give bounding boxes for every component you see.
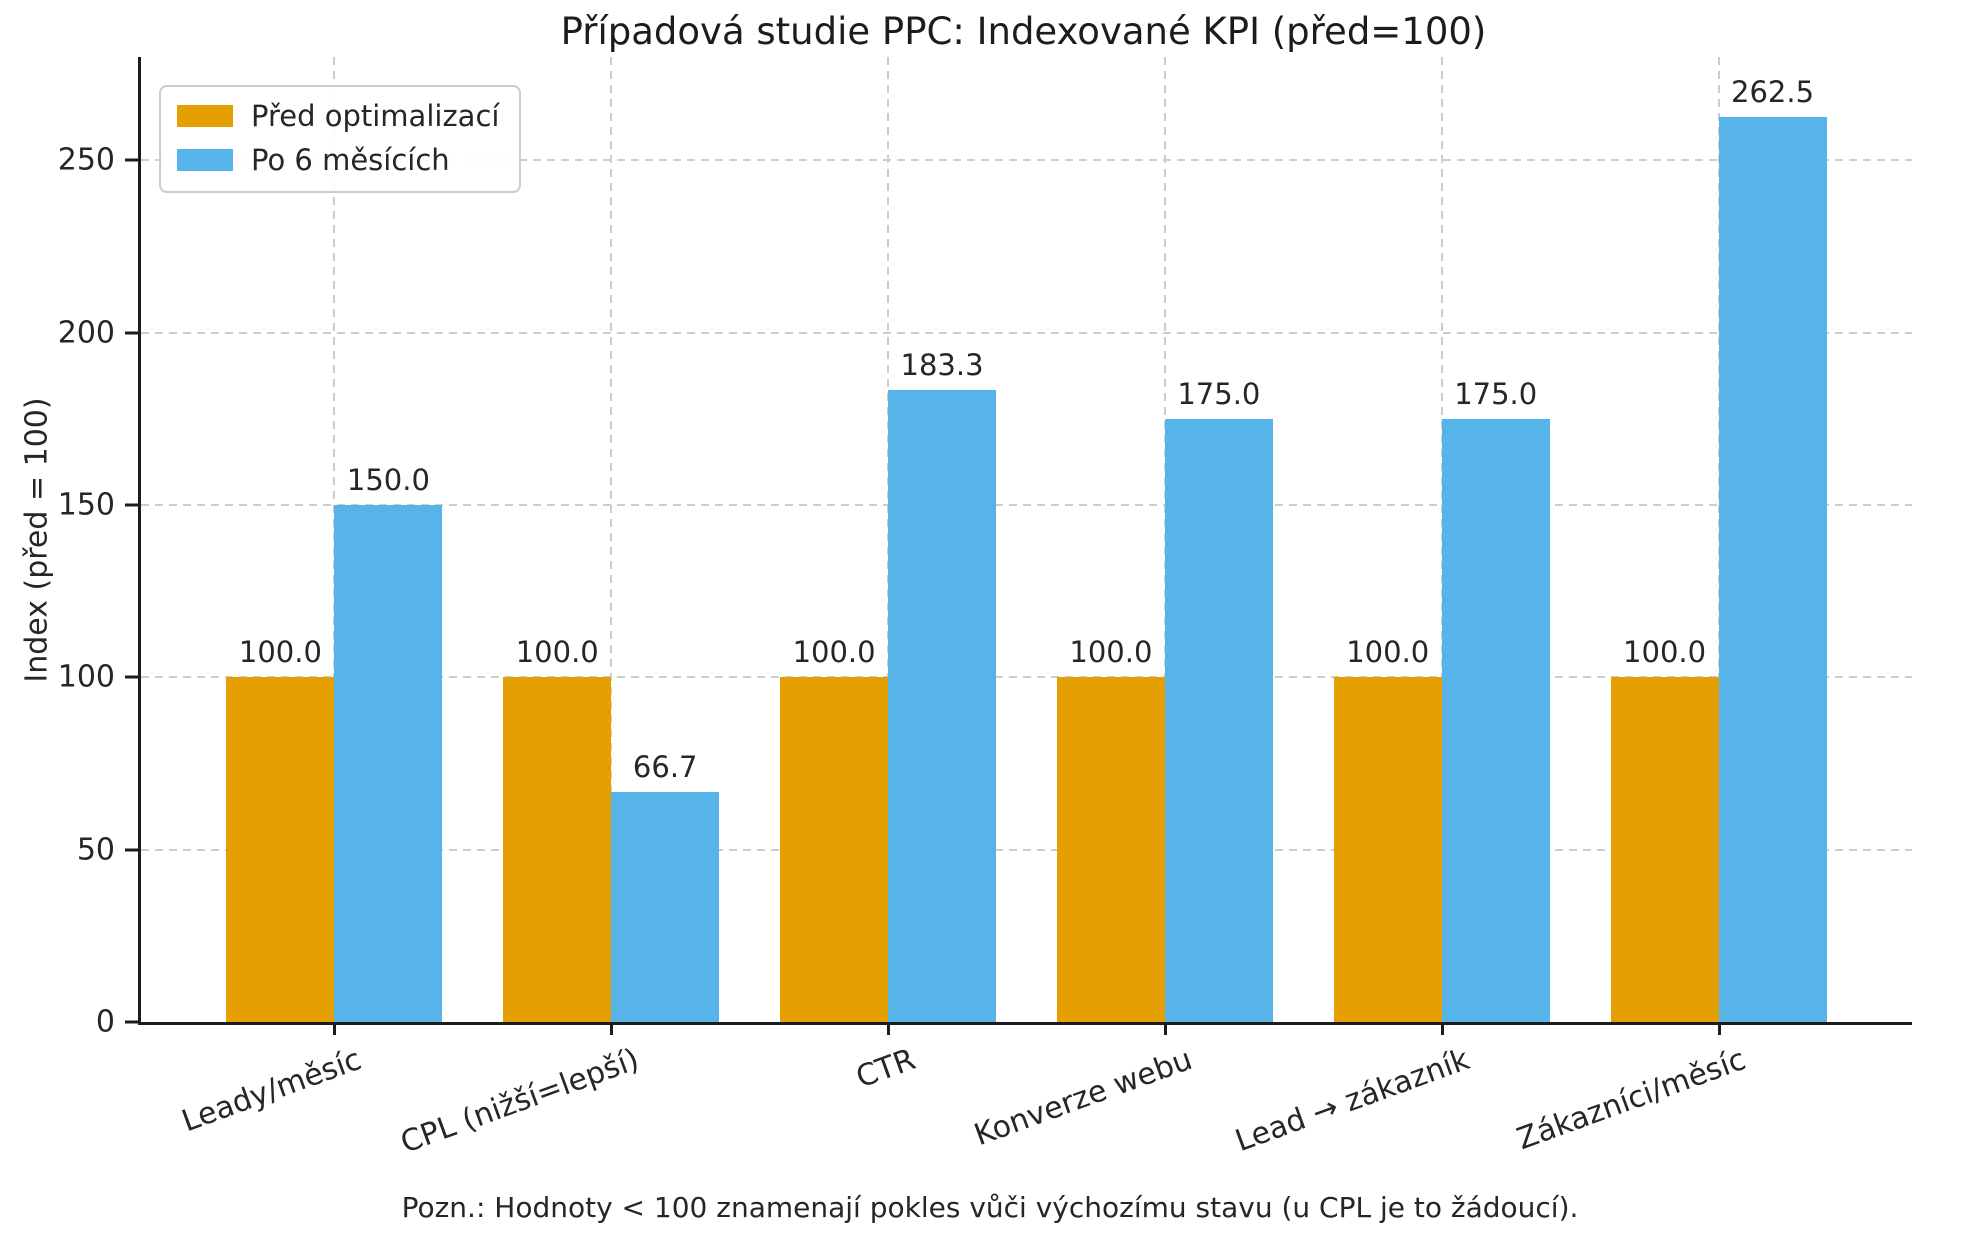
x-tick-mark — [1717, 1022, 1721, 1035]
bar-group: CPL (nižší=lepší) 100.0 66.7 — [396, 57, 750, 1161]
bar-group: Lead → zákazník 100.0 175.0 — [1230, 57, 1580, 1159]
bar: 100.0 — [503, 635, 612, 1022]
x-tick-label: CPL (nižší=lepší) — [395, 1042, 644, 1161]
gridline-vertical — [610, 57, 613, 1022]
plot-area: Index (před = 100) Leady/měsíc 100.0 150.0… — [20, 57, 1912, 1161]
y-tick-mark — [125, 675, 138, 679]
bar: 175.0 — [1164, 377, 1273, 1022]
legend-label: Po 6 měsících — [251, 143, 450, 177]
bar-value-label: 175.0 — [1454, 376, 1538, 411]
chart-title: Případová studie PPC: Indexované KPI (př… — [560, 10, 1487, 53]
y-tick-label: 150 — [57, 487, 115, 523]
bar-value-label: 100.0 — [238, 635, 322, 670]
bar-pair: 100.0 183.3 — [780, 57, 997, 1022]
bar: 150.0 — [334, 463, 443, 1022]
y-axis-label: Index (před = 100) — [19, 396, 55, 683]
x-tick-mark — [887, 1022, 891, 1035]
bar-value-label: 66.7 — [632, 750, 698, 785]
bar-group: Konverze webu 100.0 175.0 — [970, 57, 1303, 1153]
bar: 100.0 — [1056, 635, 1165, 1022]
y-tick-label: 50 — [76, 832, 115, 868]
y-tick-label: 0 — [95, 1004, 115, 1040]
y-tick-mark — [125, 848, 138, 852]
bar-value-label: 100.0 — [1623, 635, 1707, 670]
y-tick-mark — [125, 331, 138, 335]
gridline-horizontal — [141, 331, 1912, 334]
bar-group: Zákazníci/měsíc 100.0 262.5 — [1513, 57, 1857, 1157]
gridline-horizontal — [141, 159, 1912, 162]
bar-value-label: 175.0 — [1177, 376, 1261, 411]
bar-pair: 100.0 175.0 — [1333, 57, 1550, 1022]
y-tick-label: 250 — [57, 142, 115, 178]
x-tick-mark — [610, 1022, 614, 1035]
gridline-horizontal — [141, 504, 1912, 507]
bar-group: Leady/měsíc 100.0 150.0 — [178, 57, 473, 1139]
y-tick-mark — [125, 158, 138, 162]
bar-pair: 100.0 66.7 — [503, 57, 720, 1022]
bar: 183.3 — [888, 348, 997, 1022]
x-tick-mark — [333, 1022, 337, 1035]
y-tick-label: 200 — [57, 315, 115, 351]
bar-value-label: 100.0 — [1069, 635, 1153, 670]
bar-value-label: 150.0 — [346, 463, 430, 498]
legend-item: Před optimalizací — [177, 99, 499, 133]
x-tick-mark — [1440, 1022, 1444, 1035]
bar: 100.0 — [1610, 635, 1719, 1022]
x-tick-label: Zákazníci/měsíc — [1512, 1042, 1751, 1158]
legend: Před optimalizací Po 6 měsících — [159, 85, 522, 193]
bar: 175.0 — [1441, 377, 1550, 1022]
bar-value-label: 262.5 — [1731, 75, 1815, 110]
legend-item: Po 6 měsících — [177, 143, 499, 177]
x-tick-label: Leady/měsíc — [177, 1042, 367, 1140]
x-tick-label: CTR — [851, 1042, 921, 1096]
legend-swatch — [177, 149, 233, 171]
bar-value-label: 100.0 — [1346, 635, 1430, 670]
bar-value-label: 183.3 — [900, 348, 984, 383]
bar-pair: 100.0 262.5 — [1610, 57, 1827, 1022]
gridline-horizontal — [141, 676, 1912, 679]
x-tick-label: Lead → zákazník — [1230, 1042, 1474, 1160]
x-tick-label: Konverze webu — [969, 1042, 1197, 1154]
y-tick-label: 100 — [57, 659, 115, 695]
y-tick-mark — [125, 503, 138, 507]
y-tick-mark — [125, 1020, 138, 1024]
bar-group: CTR 100.0 183.3 — [750, 57, 1027, 1095]
bar: 100.0 — [780, 635, 889, 1022]
gridline-horizontal — [141, 848, 1912, 851]
bar: 262.5 — [1718, 75, 1827, 1022]
footnote: Pozn.: Hodnoty < 100 znamenají pokles vů… — [401, 1191, 1579, 1224]
bar: 66.7 — [611, 750, 720, 1022]
bar-pair: 100.0 150.0 — [226, 57, 443, 1022]
legend-label: Před optimalizací — [251, 99, 500, 133]
bar-value-label: 100.0 — [515, 635, 599, 670]
bar: 100.0 — [226, 635, 335, 1022]
x-tick-mark — [1163, 1022, 1167, 1035]
bar-groups-container: Leady/měsíc 100.0 150.0 CPL (nižší=lepší) 10… — [141, 57, 1912, 1161]
bar-value-label: 100.0 — [792, 635, 876, 670]
legend-swatch — [177, 105, 233, 127]
bar-pair: 100.0 175.0 — [1056, 57, 1273, 1022]
bar: 100.0 — [1333, 635, 1442, 1022]
